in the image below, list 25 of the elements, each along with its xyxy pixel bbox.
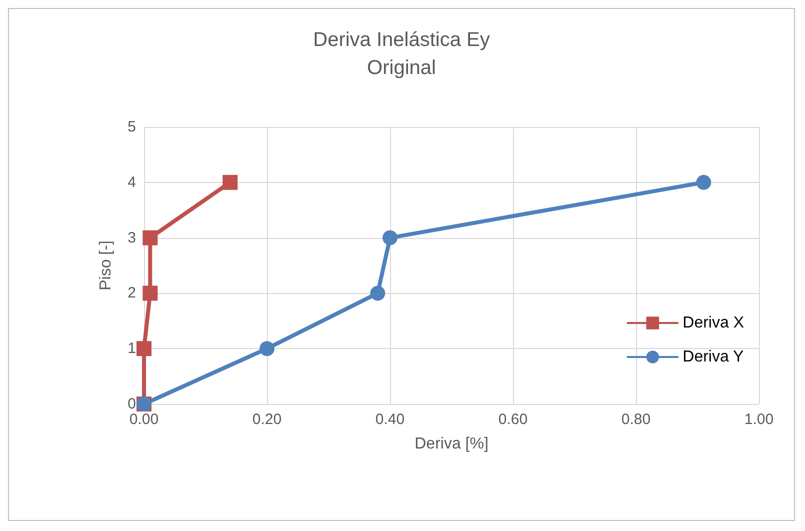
point xyxy=(142,286,158,301)
y-tick-label: 4 xyxy=(128,174,136,191)
legend-label: Deriva X xyxy=(682,314,744,332)
point xyxy=(260,341,274,356)
x-tick-label: 1.00 xyxy=(744,411,774,428)
chart-title: Deriva Inelástica Ey Original xyxy=(313,29,490,79)
x-tick-label: 0.00 xyxy=(129,411,159,428)
point xyxy=(382,230,398,246)
point xyxy=(696,174,712,190)
legend-label: Deriva Y xyxy=(682,348,744,366)
x-tick-label: 0.20 xyxy=(252,411,282,428)
x-axis-title: Deriva [%] xyxy=(414,436,488,452)
y-tick-label: 5 xyxy=(128,118,136,136)
x-tick-label: 0.80 xyxy=(621,411,651,428)
point xyxy=(136,341,152,356)
x-tick-label: 0.60 xyxy=(498,411,528,428)
x-tick-label: 0.40 xyxy=(375,411,405,428)
point xyxy=(370,286,386,301)
y-tick-label: 3 xyxy=(128,229,136,246)
point xyxy=(142,230,158,246)
point xyxy=(222,174,238,190)
y-tick-label: 0 xyxy=(128,396,136,412)
y-tick-label: 1 xyxy=(128,340,136,358)
y-axis-title: Piso [-] xyxy=(98,240,114,290)
y-tick-label: 2 xyxy=(128,284,136,302)
